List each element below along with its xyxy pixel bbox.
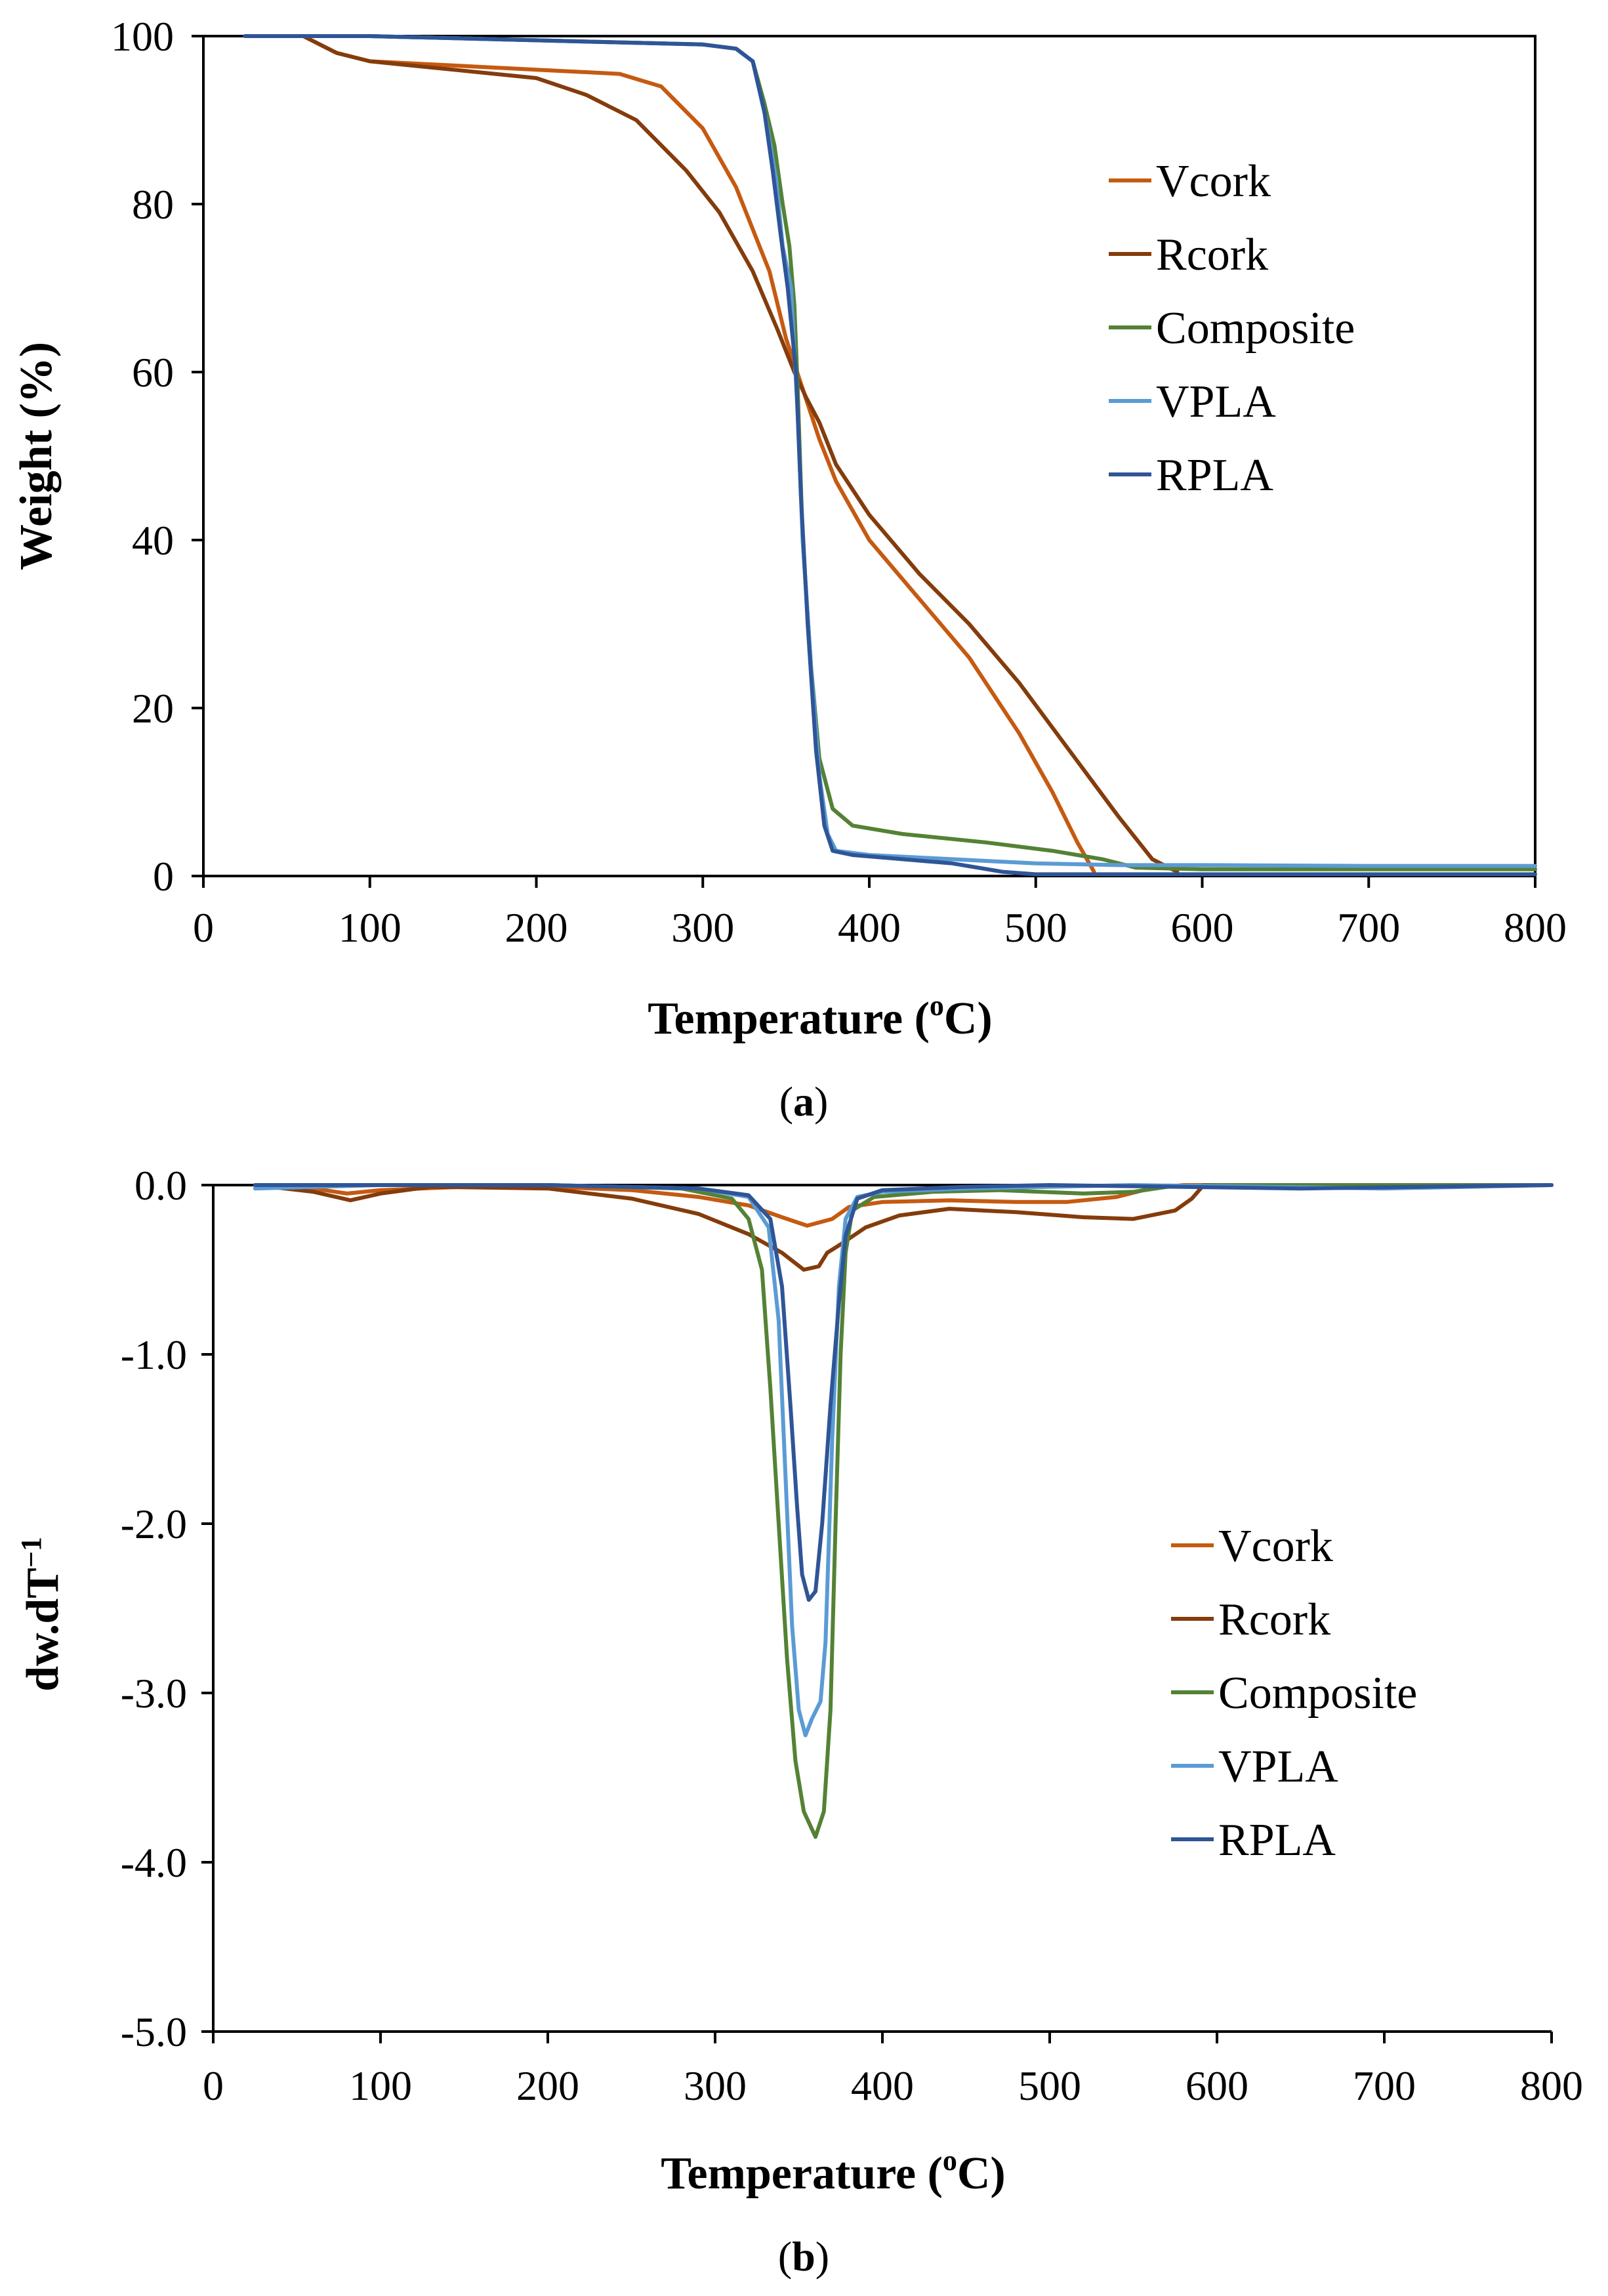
legend-label-composite: Composite (1218, 1668, 1417, 1719)
x-tick-label: 400 (851, 2062, 914, 2109)
y-tick-label: -3.0 (121, 1670, 187, 1717)
x-tick-label: 600 (1185, 2062, 1248, 2109)
y-tick-label: 0.0 (134, 1162, 187, 1209)
panel-b-x-axis-title: Temperature (oC) (661, 2144, 1006, 2199)
y-tick-label: -2.0 (121, 1501, 187, 1547)
x-tick-label: 400 (838, 904, 901, 951)
panel-b-caption: (b) (778, 2233, 829, 2280)
panel-a-series (243, 34, 1537, 877)
series-line-rpla (253, 1183, 1554, 1602)
x-tick-label: 200 (516, 2062, 579, 2109)
panel-b-derivative-chart: 0 100 200 300 400 500 600 700 800 0.0 -1.0 -2.0 -3.0… (15, 1162, 1583, 2280)
x-tick-label: 800 (1520, 2062, 1583, 2109)
y-tick-label: 40 (132, 517, 174, 564)
x-tick-label: 200 (505, 904, 568, 951)
panel-b-x-axis-title-sup: o (943, 2144, 957, 2177)
panel-a-x-axis-title: Temperature (oC) (648, 990, 993, 1044)
series-line-vpla (253, 1183, 1554, 1738)
x-tick-label: 0 (193, 904, 214, 951)
x-tick-label: 500 (1004, 904, 1067, 951)
panel-b-ticks: 0 100 200 300 400 500 600 700 800 0.0 -1.0 -2.0 -3.0… (121, 1162, 1583, 2109)
legend-label-vpla: VPLA (1218, 1742, 1338, 1792)
y-tick-label: -1.0 (121, 1331, 187, 1378)
legend-label-composite: Composite (1156, 303, 1355, 354)
panel-b-legend: Vcork Rcork Composite VPLA RPLA (1171, 1521, 1417, 1866)
x-tick-label: 500 (1018, 2062, 1081, 2109)
y-tick-label: 60 (132, 349, 174, 396)
panel-a-ticks: 0 100 200 300 400 500 600 700 800 0 20 40 60 80 100 (111, 13, 1567, 951)
x-tick-label: 700 (1353, 2062, 1416, 2109)
series-line-vpla (243, 34, 1537, 868)
x-tick-label: 300 (671, 904, 734, 951)
x-tick-label: 300 (684, 2062, 747, 2109)
x-tick-label: 800 (1504, 904, 1567, 951)
series-line-rcork (301, 34, 1180, 874)
series-line-vcork (301, 34, 1096, 874)
x-tick-label: 0 (203, 2062, 224, 2109)
series-line-rpla (243, 34, 1537, 877)
panel-a-legend: Vcork Rcork Composite VPLA RPLA (1109, 156, 1355, 501)
legend-label-rpla: RPLA (1156, 450, 1273, 501)
panel-b-series (253, 1183, 1554, 1839)
x-tick-label: 100 (339, 904, 402, 951)
legend-label-vpla: VPLA (1156, 377, 1276, 427)
y-tick-label: 80 (132, 181, 174, 228)
y-tick-label: 20 (132, 685, 174, 732)
y-tick-label: 0 (153, 853, 174, 900)
series-line-composite (243, 34, 1537, 871)
panel-a-y-axis-title: Weight (%) (11, 342, 62, 570)
series-line-rcork (253, 1183, 1554, 1272)
panel-a-plot-frame (202, 35, 1536, 877)
legend-label-rpla: RPLA (1218, 1815, 1336, 1866)
x-tick-label: 600 (1171, 904, 1234, 951)
panel-a-x-axis-title-sup: o (930, 990, 944, 1022)
panel-a-caption: (a) (779, 1078, 829, 1125)
legend-label-rcork: Rcork (1156, 230, 1268, 280)
legend-label-vcork: Vcork (1218, 1521, 1333, 1572)
panel-a-weight-chart: 0 100 200 300 400 500 600 700 800 0 20 40 60 80 100 Vc… (11, 13, 1567, 1125)
legend-label-rcork: Rcork (1218, 1595, 1330, 1645)
legend-label-vcork: Vcork (1156, 156, 1271, 207)
y-tick-label: 100 (111, 13, 174, 60)
y-tick-label: -5.0 (121, 2009, 187, 2055)
series-line-composite (253, 1183, 1554, 1839)
panel-b-y-axis-title: dw.dT−1 (15, 1537, 68, 1692)
y-tick-label: -4.0 (121, 1839, 187, 1886)
panel-b-y-axis-title-sup: −1 (15, 1537, 47, 1568)
x-tick-label: 700 (1337, 904, 1400, 951)
x-tick-label: 100 (349, 2062, 412, 2109)
